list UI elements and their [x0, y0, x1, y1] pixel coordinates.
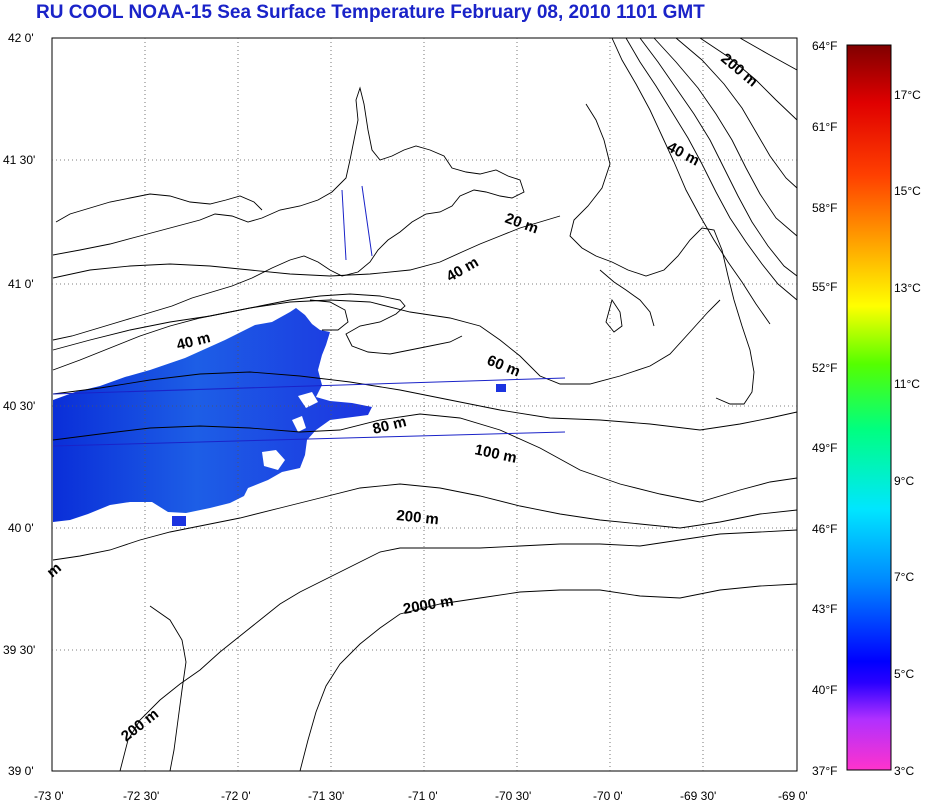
- lat-label: 40 0': [8, 521, 34, 535]
- longitude-labels: -73 0' -72 30' -72 0' -71 30' -71 0' -70…: [34, 789, 808, 803]
- lon-label: -72 0': [221, 789, 251, 803]
- lat-label: 41 30': [3, 153, 35, 167]
- colorbar-c-label: 9°C: [894, 474, 914, 488]
- lon-label: -73 0': [34, 789, 64, 803]
- swath-lines: [52, 185, 566, 447]
- colorbar-f-label: 58°F: [812, 201, 837, 215]
- lon-label: -70 30': [495, 789, 531, 803]
- lon-label: -71 30': [308, 789, 344, 803]
- colorbar-c-label: 17°C: [894, 88, 921, 102]
- lon-label: -70 0': [593, 789, 623, 803]
- colorbar-f-label: 52°F: [812, 361, 837, 375]
- lon-label: -71 0': [408, 789, 438, 803]
- colorbar-c-label: 15°C: [894, 184, 921, 198]
- colorbar-c-label: 7°C: [894, 570, 914, 584]
- colorbar-c-label: 13°C: [894, 281, 921, 295]
- map-title: RU COOL NOAA-15 Sea Surface Temperature …: [36, 2, 705, 23]
- colorbar-c-label: 3°C: [894, 764, 914, 778]
- colorbar-f-label: 64°F: [812, 39, 837, 53]
- colorbar-c-label: 11°C: [894, 377, 920, 391]
- lon-label: -69 30': [680, 789, 716, 803]
- lon-label: -72 30': [123, 789, 159, 803]
- lat-label: 40 30': [3, 399, 35, 413]
- lat-label: 39 0': [8, 764, 34, 778]
- latitude-labels: 42 0' 41 30' 41 0' 40 30' 40 0' 39 30' 3…: [3, 31, 35, 778]
- colorbar-f-label: 49°F: [812, 441, 837, 455]
- lat-lon-grid: [52, 38, 797, 771]
- colorbar-c-label: 5°C: [894, 667, 914, 681]
- colorbar-f-label: 55°F: [812, 280, 837, 294]
- colorbar-f-label: 61°F: [812, 120, 837, 134]
- colorbar-f-label: 43°F: [812, 602, 837, 616]
- lat-label: 42 0': [8, 31, 34, 45]
- lat-label: 39 30': [3, 643, 35, 657]
- lat-label: 41 0': [8, 277, 34, 291]
- colorbar-f-label: 40°F: [812, 683, 837, 697]
- colorbar-gradient: [846, 44, 892, 771]
- bathymetry-contours: [52, 37, 798, 772]
- temperature-colorbar: 64°F 61°F 58°F 55°F 52°F 49°F 46°F 43°F …: [812, 39, 921, 778]
- lon-label: -69 0': [778, 789, 808, 803]
- colorbar-f-label: 37°F: [812, 764, 837, 778]
- depth-label-200m-mid: 200 m: [396, 507, 440, 528]
- colorbar-f-label: 46°F: [812, 522, 837, 536]
- coastline: [52, 86, 755, 405]
- sst-data-patch: [53, 308, 506, 526]
